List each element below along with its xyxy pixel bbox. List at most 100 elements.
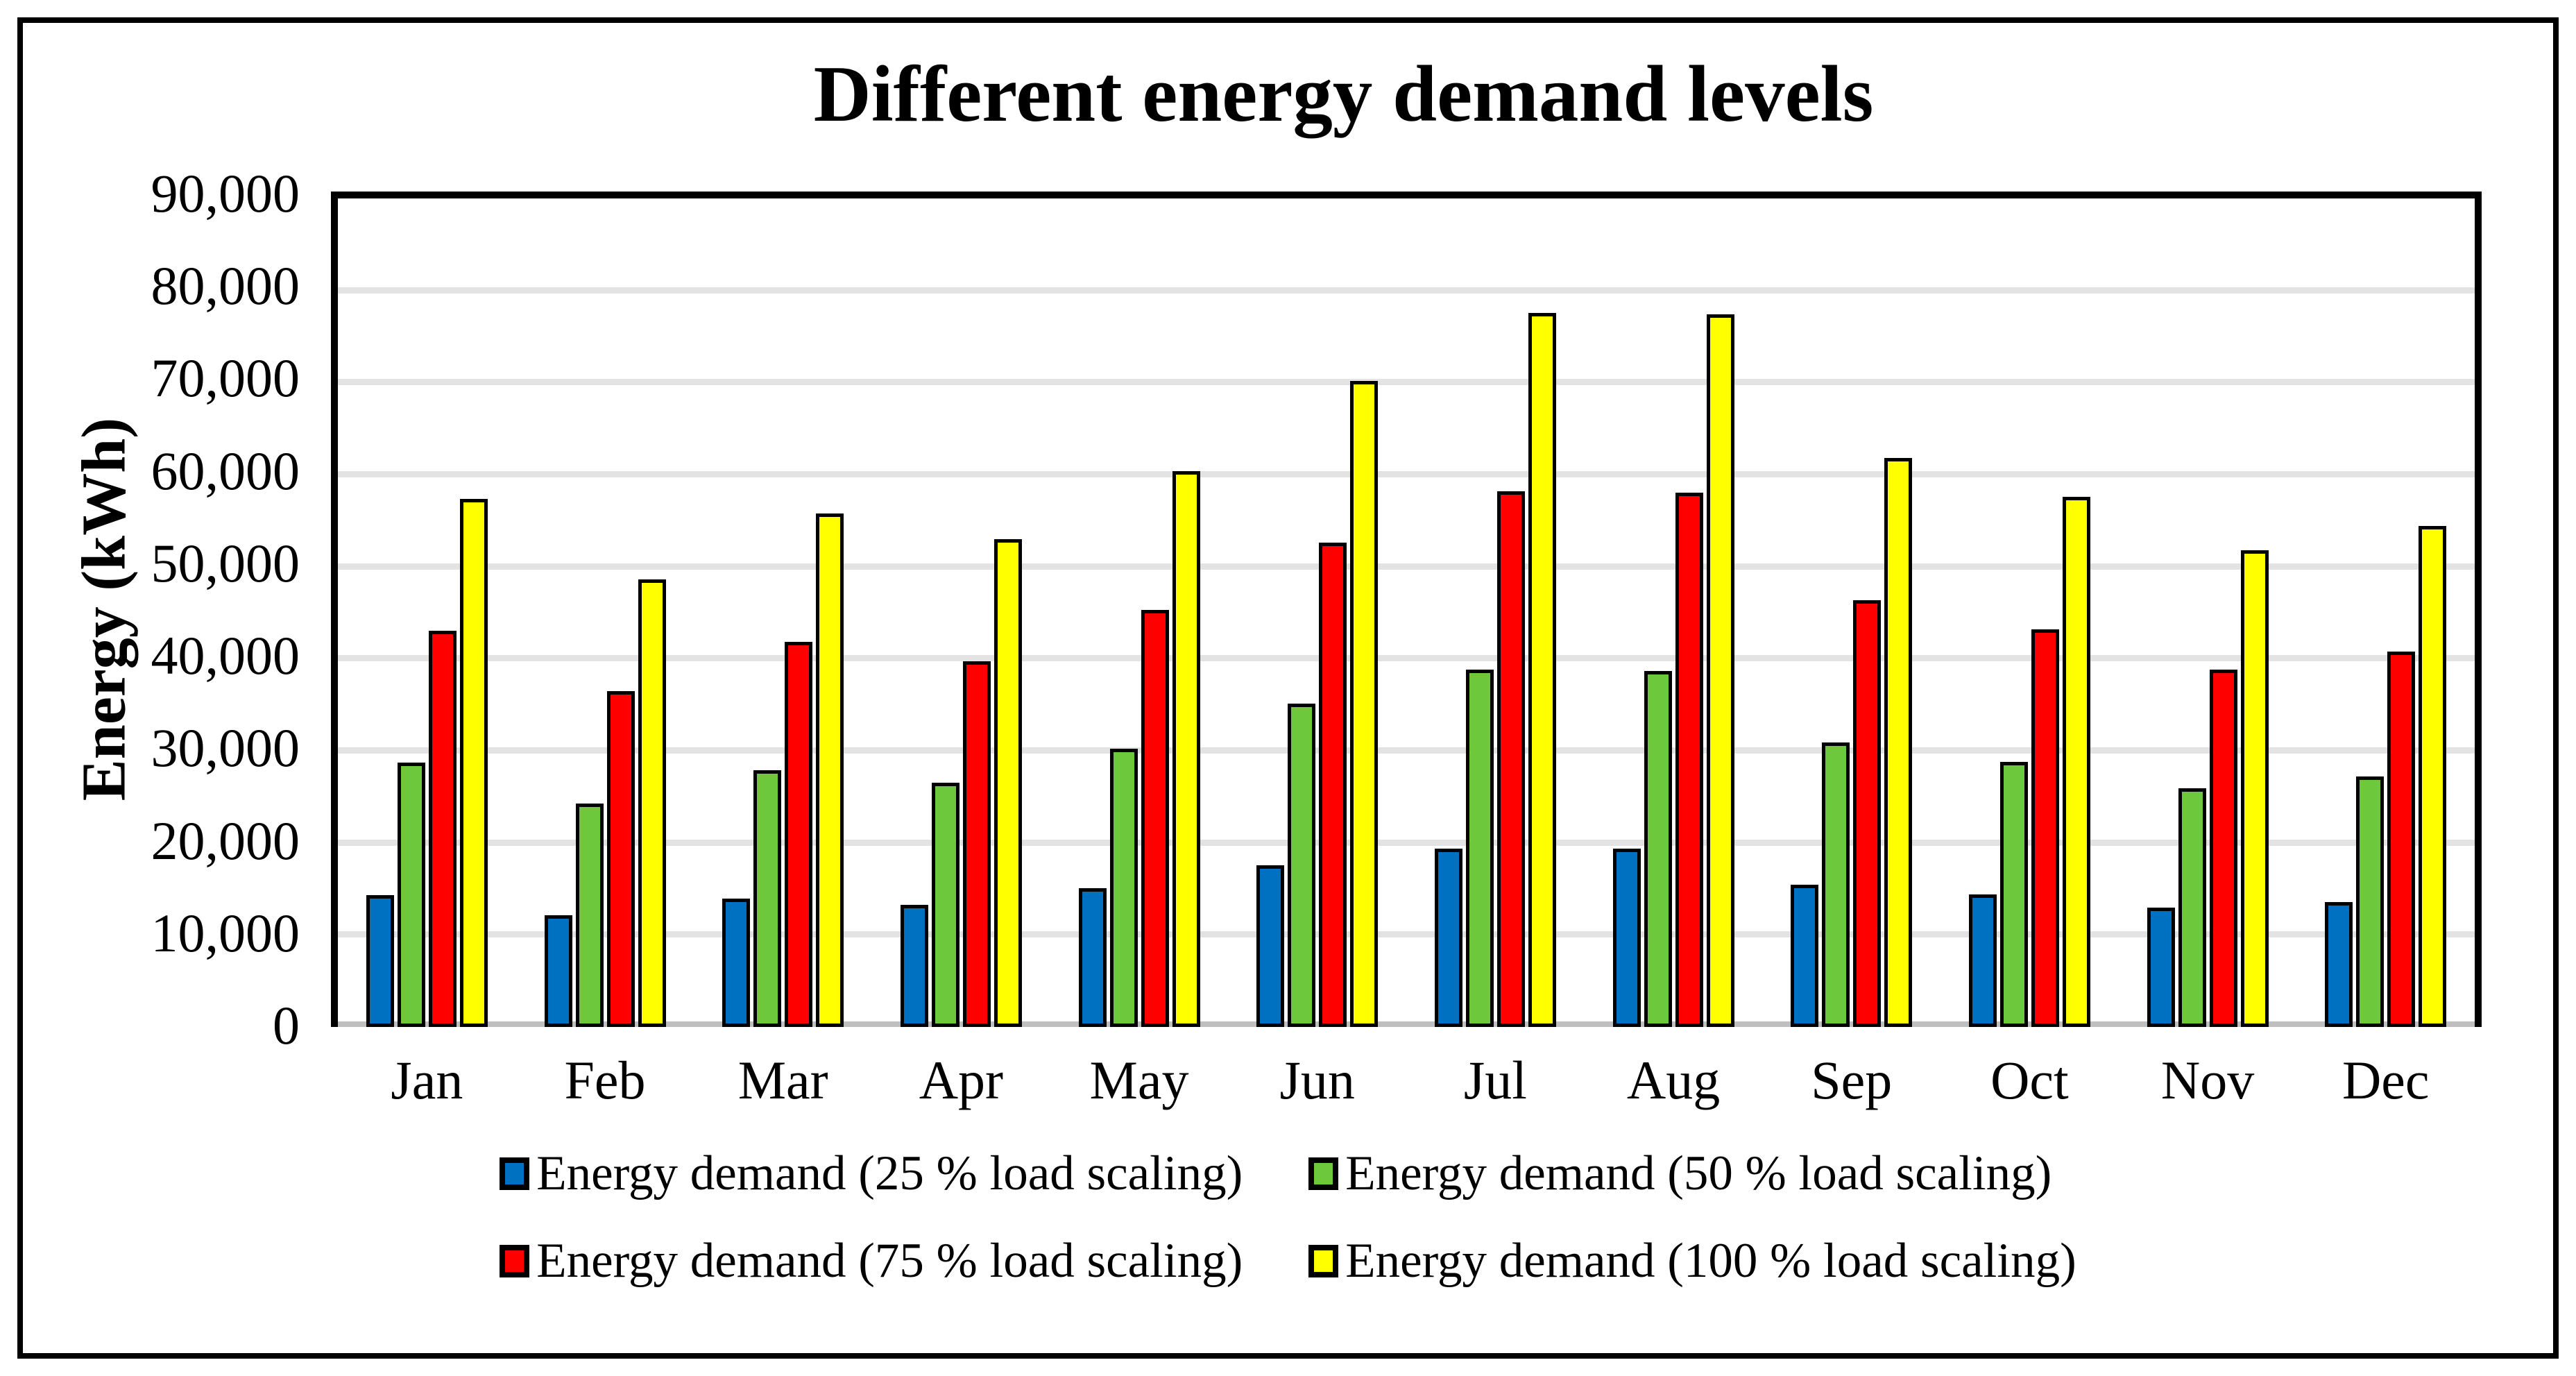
bar-group-apr [872,198,1050,1027]
bar-feb-series3 [606,691,635,1027]
bar-nov-series3 [2209,669,2237,1027]
gridline-10000 [338,931,2475,938]
gridline-70000 [338,379,2475,386]
x-tick-label-jul: Jul [1463,1050,1527,1110]
bar-group-oct [1940,198,2119,1027]
bar-sep-series1 [1791,885,1819,1027]
bar-aug-series3 [1675,492,1703,1027]
bar-mar-series1 [722,898,751,1027]
bar-nov-series4 [2240,550,2269,1027]
gridline-80000 [338,287,2475,294]
legend-item-3: Energy demand (75 % load scaling) [500,1234,1243,1288]
bar-apr-series2 [931,783,959,1027]
bar-dec-series3 [2387,651,2416,1027]
bar-jun-series1 [1256,865,1285,1027]
bar-sep-series2 [1822,742,1850,1027]
bar-apr-series3 [962,661,991,1027]
bar-dec-series1 [2325,901,2353,1027]
bar-jan-series4 [459,498,488,1027]
x-axis-line [338,1021,2475,1027]
bar-jun-series2 [1288,704,1316,1027]
legend-item-2: Energy demand (50 % load scaling) [1308,1146,2076,1200]
legend-label: Energy demand (100 % load scaling) [1345,1234,2076,1289]
figure-border [17,17,2559,1359]
bar-may-series4 [1172,470,1200,1027]
x-tick-label-oct: Oct [1990,1050,2069,1110]
bar-series-container [338,198,2475,1027]
bar-dec-series4 [2419,526,2447,1027]
x-tick-label-aug: Aug [1626,1050,1721,1110]
y-tick-label: 90,000 [151,163,300,224]
bar-apr-series1 [900,905,928,1027]
bar-group-sep [1762,198,1940,1027]
gridline-30000 [338,747,2475,754]
legend-marker-icon [500,1157,530,1190]
bar-group-jul [1406,198,1585,1027]
bar-jul-series4 [1528,312,1556,1027]
bar-aug-series2 [1644,670,1672,1027]
bar-mar-series2 [753,770,782,1027]
bar-jun-series4 [1350,380,1379,1027]
gridline-50000 [338,563,2475,570]
y-tick-label: 30,000 [151,717,300,779]
bar-group-dec [2296,198,2475,1027]
legend-item-4: Energy demand (100 % load scaling) [1308,1234,2076,1288]
y-tick-label: 40,000 [151,625,300,686]
x-tick-label-may: May [1089,1050,1189,1110]
bar-oct-series4 [2062,496,2090,1027]
bar-jun-series3 [1319,542,1347,1027]
bar-jul-series1 [1434,848,1462,1027]
legend-label: Energy demand (75 % load scaling) [536,1234,1243,1289]
legend-label: Energy demand (25 % load scaling) [536,1146,1243,1200]
legend-marker-icon [500,1244,530,1277]
bar-group-aug [1585,198,1763,1027]
x-tick-label-jan: Jan [391,1050,463,1110]
bar-mar-series3 [785,641,813,1027]
bar-jan-series1 [366,894,394,1027]
x-tick-label-nov: Nov [2160,1050,2255,1110]
chart-title: Different energy demand levels [813,50,1874,138]
y-tick-label: 10,000 [151,902,300,963]
x-tick-label-sep: Sep [1811,1050,1893,1110]
gridline-40000 [338,655,2475,662]
bar-jan-series2 [397,763,425,1027]
bar-group-jan [338,198,516,1027]
bar-oct-series3 [2031,629,2059,1027]
bar-feb-series1 [544,915,572,1027]
bar-sep-series3 [1853,600,1882,1027]
bar-may-series1 [1078,887,1107,1027]
bar-jul-series3 [1496,491,1525,1027]
x-tick-label-apr: Apr [919,1050,1003,1110]
bar-sep-series4 [1884,458,1913,1027]
gridline-60000 [338,471,2475,478]
bar-apr-series4 [993,538,1022,1027]
bar-may-series3 [1141,610,1169,1027]
gridline-20000 [338,839,2475,846]
bar-aug-series4 [1706,314,1734,1027]
legend-grid: Energy demand (25 % load scaling) Energy … [500,1146,2076,1288]
bar-jul-series2 [1465,670,1494,1027]
legend-label: Energy demand (50 % load scaling) [1345,1146,2052,1200]
bar-nov-series2 [2178,788,2206,1027]
legend-marker-icon [1308,1244,1339,1277]
bar-jan-series3 [428,630,457,1027]
y-tick-label: 50,000 [151,533,300,594]
x-tick-label-mar: Mar [737,1050,828,1110]
bar-aug-series1 [1612,849,1641,1027]
bar-feb-series4 [638,579,666,1027]
bar-may-series2 [1109,749,1138,1027]
bar-oct-series2 [1999,761,2028,1027]
legend: Energy demand (25 % load scaling) Energy … [0,1146,2576,1288]
bar-feb-series2 [575,803,604,1027]
y-tick-label: 70,000 [151,348,300,409]
bar-dec-series2 [2356,776,2385,1027]
bar-group-jun [1228,198,1406,1027]
legend-marker-icon [1308,1157,1339,1190]
bar-nov-series1 [2147,908,2175,1027]
x-tick-label-feb: Feb [564,1050,646,1110]
x-tick-label-jun: Jun [1279,1050,1355,1110]
bar-group-mar [694,198,872,1027]
y-tick-label: 60,000 [151,440,300,501]
x-tick-label-dec: Dec [2342,1050,2430,1110]
